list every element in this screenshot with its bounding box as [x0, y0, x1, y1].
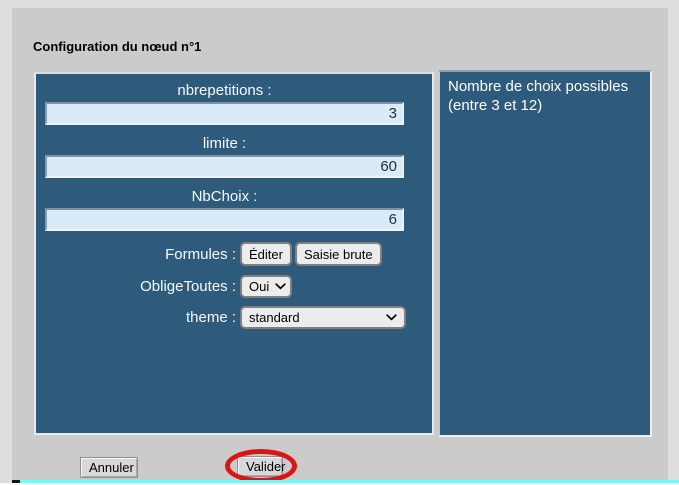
theme-value: standard [249, 310, 300, 325]
nbchoix-input[interactable] [45, 208, 404, 231]
field-label-nbrepetitions: nbrepetitions : [177, 82, 272, 99]
theme-select[interactable]: standard [240, 306, 406, 329]
field-label-limite: limite : [202, 135, 247, 152]
theme-row: theme : standard [36, 306, 432, 329]
limite-input[interactable] [45, 155, 404, 178]
config-panel: nbrepetitions : limite : NbChoix : Formu… [34, 72, 434, 435]
bottom-edge-white-strip [0, 483, 679, 485]
help-panel: Nombre de choix possibles (entre 3 et 12… [438, 70, 652, 437]
cancel-button[interactable]: Annuler [80, 457, 138, 478]
bottom-edge-black-segment [12, 480, 20, 483]
content-area: Configuration du nœud n°1 nbrepetitions … [12, 8, 668, 483]
oblige-toutes-label: ObligeToutes : [140, 278, 236, 295]
page-title: Configuration du nœud n°1 [33, 39, 202, 54]
oblige-toutes-row: ObligeToutes : Oui [36, 275, 432, 298]
edit-formulas-button[interactable]: Éditer [240, 242, 292, 266]
submit-button[interactable]: Valider [237, 456, 286, 477]
nbrepetitions-input[interactable] [45, 102, 404, 125]
bottom-edge-cyan-line [20, 480, 679, 483]
formules-label: Formules : [165, 245, 236, 263]
formules-row: Formules : Éditer Saisie brute [36, 242, 432, 266]
chevron-down-icon [275, 283, 286, 290]
oblige-toutes-select[interactable]: Oui [240, 275, 292, 298]
theme-label: theme : [185, 309, 236, 326]
chevron-down-icon [386, 314, 397, 321]
field-label-nbchoix: NbChoix : [191, 188, 258, 205]
oblige-toutes-value: Oui [249, 279, 270, 294]
raw-input-button[interactable]: Saisie brute [294, 242, 382, 266]
help-text: Nombre de choix possibles (entre 3 et 12… [448, 78, 629, 114]
